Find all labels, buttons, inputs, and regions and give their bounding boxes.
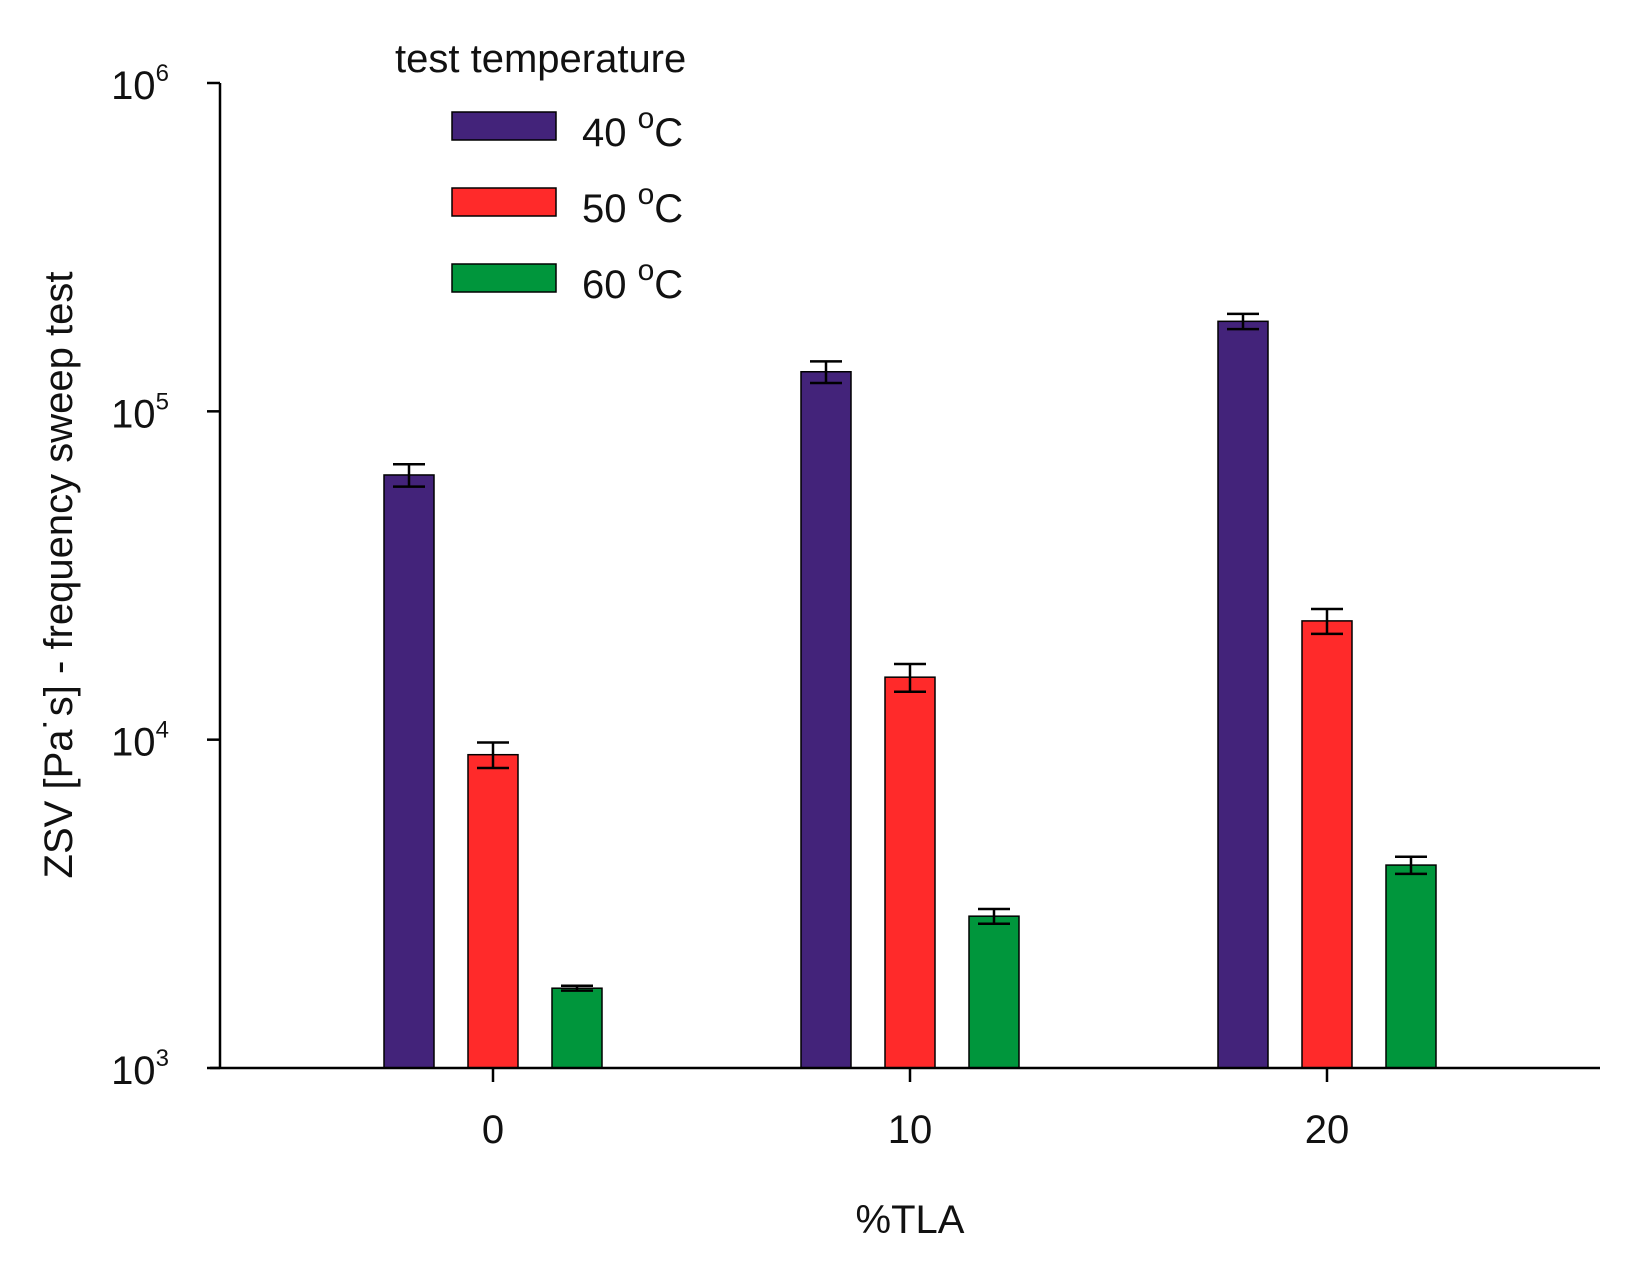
- y-tick-label-5: 105: [111, 388, 169, 436]
- legend-swatch-50c: [451, 187, 557, 217]
- legend-label-60c: 60 oC: [582, 254, 683, 307]
- x-tick-label-10: 10: [888, 1108, 933, 1152]
- bar-60c-20: [1385, 864, 1437, 1069]
- x-axis-ticks: 0 10 20: [482, 1068, 1349, 1152]
- bar-60c-0: [551, 987, 603, 1069]
- y-tick-label-3: 103: [111, 1045, 169, 1093]
- legend: test temperature 40 oC 50 oC 60 oC: [395, 37, 686, 307]
- y-axis-title: ZSV [Pa˙s] - frequency sweep test: [37, 272, 81, 879]
- bar-50c-10: [884, 676, 936, 1069]
- x-tick-label-20: 20: [1305, 1108, 1350, 1152]
- legend-swatch-40c: [451, 111, 557, 141]
- legend-swatch-60c: [451, 263, 557, 293]
- x-tick-label-0: 0: [482, 1108, 504, 1152]
- bar-50c-0: [467, 753, 519, 1069]
- y-tick-label-4: 104: [111, 717, 169, 765]
- bar-40c-20: [1217, 320, 1269, 1069]
- legend-label-50c: 50 oC: [582, 178, 683, 231]
- x-axis-title: %TLA: [856, 1198, 965, 1242]
- legend-label-40c: 40 oC: [582, 102, 683, 155]
- bar-50c-20: [1301, 620, 1353, 1069]
- legend-title: test temperature: [395, 37, 686, 81]
- bar-40c-10: [800, 370, 852, 1069]
- bars-layer: [383, 320, 1437, 1069]
- y-axis-ticks: 103 104 105 106: [111, 60, 220, 1093]
- bar-60c-10: [968, 915, 1020, 1069]
- error-bars-layer: [393, 312, 1427, 992]
- legend-items: 40 oC 50 oC 60 oC: [451, 102, 683, 307]
- y-tick-label-6: 106: [111, 60, 169, 108]
- bar-40c-0: [383, 474, 435, 1069]
